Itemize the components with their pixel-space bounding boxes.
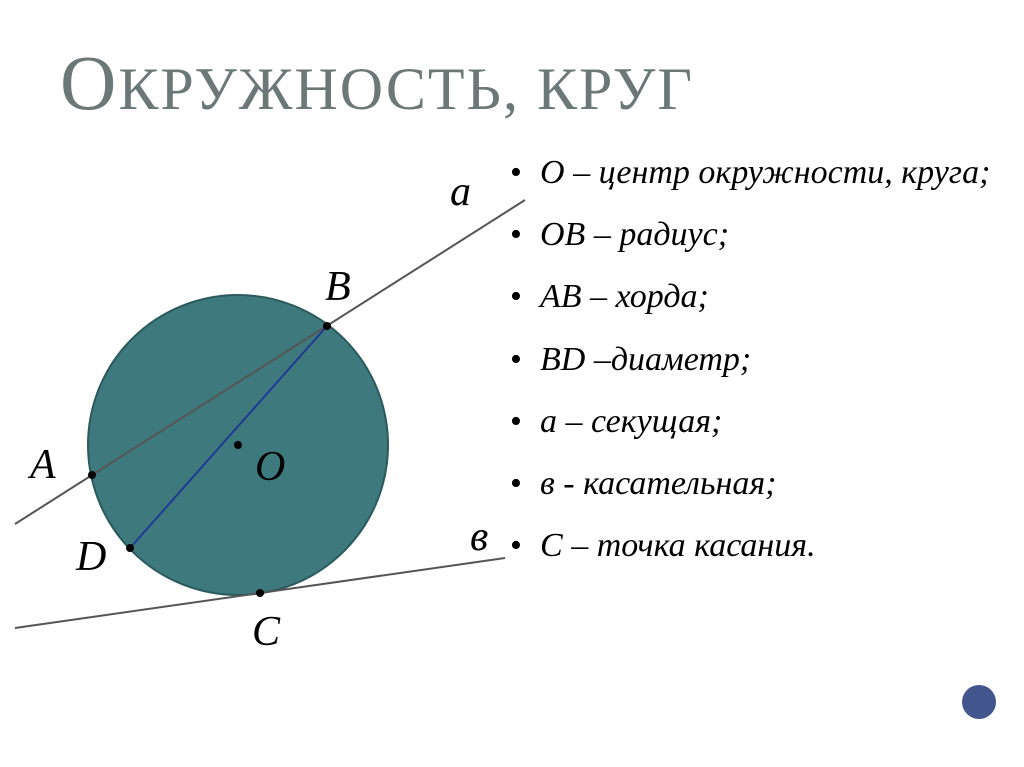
legend-lbl: a [540,403,557,440]
legend-list: O – центр окружности, круга; OB – радиус… [500,151,1010,568]
title-first-letter: О [60,39,118,126]
label-c: C [252,609,281,655]
legend-item-bd: BD –диаметр; [500,338,1010,382]
legend-text: – хорда; [582,278,709,315]
legend-lbl: BD [540,341,585,378]
legend-text: – радиус; [585,216,729,253]
legend-item-c: C – точка касания. [500,524,1010,568]
legend: O – центр окружности, круга; OB – радиус… [500,145,1010,586]
point-d [126,544,134,552]
legend-lbl: O [540,154,565,191]
label-line-a: a [450,169,471,215]
legend-lbl: AB [540,278,582,315]
point-a [88,471,96,479]
legend-lbl: в [540,465,563,502]
legend-item-ob: OB – радиус; [500,213,1010,257]
legend-item-ab: AB – хорда; [500,275,1010,319]
legend-text: – точка касания. [563,527,816,564]
label-a: A [27,442,56,488]
point-o [234,441,242,449]
legend-lbl: OB [540,216,585,253]
label-o: O [255,444,285,490]
legend-item-o: O – центр окружности, круга; [500,151,1010,195]
title-rest: КРУЖНОСТЬ, КРУГ [118,56,694,122]
legend-lbl: C [540,527,563,564]
legend-text: – секущая; [557,403,722,440]
legend-text: – центр окружности, круга; [565,154,991,191]
label-b: B [325,264,351,310]
circle-diagram: O A B C D a в [0,150,520,670]
slide: ОКРУЖНОСТЬ, КРУГ O A B C D a [0,0,1024,767]
legend-item-b: в - касательная; [500,462,1010,506]
legend-item-a: a – секущая; [500,400,1010,444]
point-b [323,322,331,330]
decorative-bullet-icon [962,685,996,719]
point-c [256,589,264,597]
legend-text: –диаметр; [585,341,751,378]
label-d: D [75,534,106,580]
legend-text: - касательная; [563,465,776,502]
diagram-svg: O A B C D a в [0,150,530,670]
slide-title: ОКРУЖНОСТЬ, КРУГ [60,38,694,128]
label-line-b: в [470,514,488,560]
